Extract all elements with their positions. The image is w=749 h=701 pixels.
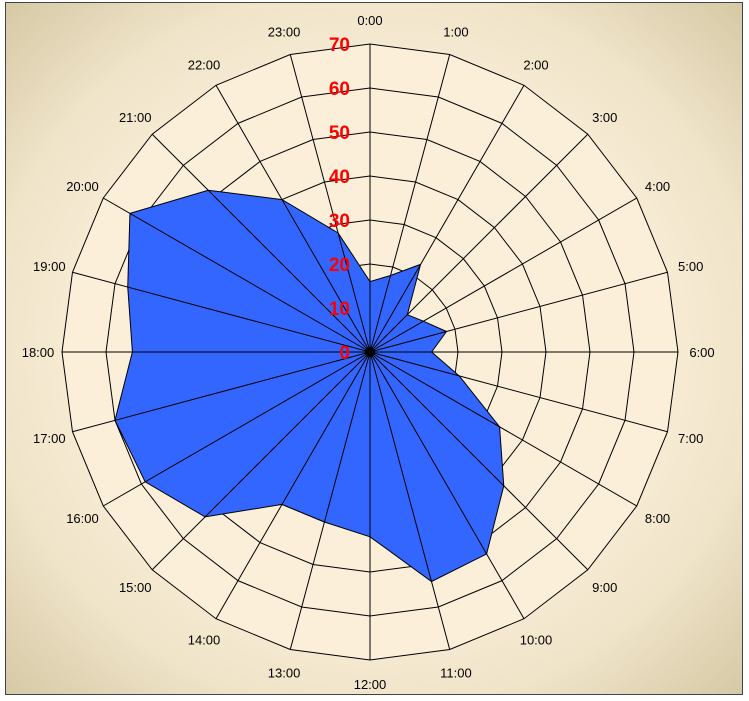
hour-label: 19:00 <box>33 259 66 274</box>
hour-label: 20:00 <box>66 179 99 194</box>
radial-tick-label: 10 <box>329 299 350 320</box>
spoke <box>103 351 371 507</box>
hour-label: 13:00 <box>268 666 301 681</box>
hour-label: 5:00 <box>678 259 703 274</box>
hour-label: 16:00 <box>66 511 99 526</box>
spoke <box>369 54 451 353</box>
hour-label: 8:00 <box>645 511 670 526</box>
spoke <box>369 351 451 650</box>
spoke <box>369 271 668 353</box>
spoke <box>215 85 371 353</box>
hour-label: 3:00 <box>592 110 617 125</box>
radial-tick-label: 40 <box>329 167 350 188</box>
hour-label: 12:00 <box>354 677 387 692</box>
radial-tick-label: 70 <box>329 35 350 56</box>
spoke <box>369 351 589 571</box>
hour-label: 0:00 <box>357 13 382 28</box>
spoke <box>289 54 371 353</box>
spoke <box>72 351 371 433</box>
spokes <box>62 44 678 660</box>
spoke <box>369 85 525 353</box>
hour-label: 18:00 <box>22 345 55 360</box>
hour-label: 4:00 <box>645 179 670 194</box>
radial-tick-labels: 0 10 20 30 40 50 60 70 <box>329 35 350 364</box>
spoke <box>103 197 371 353</box>
radial-tick-label: 0 <box>339 343 350 364</box>
spoke <box>289 351 371 650</box>
hour-label: 11:00 <box>440 666 472 681</box>
spoke <box>369 133 589 353</box>
spoke <box>369 351 637 507</box>
spoke <box>215 351 371 619</box>
spoke <box>369 351 525 619</box>
hour-label: 2:00 <box>523 57 548 72</box>
hour-label: 22:00 <box>188 57 221 72</box>
hour-label: 21:00 <box>119 110 152 125</box>
radial-tick-label: 60 <box>329 79 350 100</box>
hour-label: 23:00 <box>268 24 301 39</box>
radial-tick-label: 50 <box>329 123 350 144</box>
spoke <box>72 271 371 353</box>
radial-tick-label: 30 <box>329 211 350 232</box>
hour-label: 14:00 <box>188 633 221 648</box>
hour-label: 10:00 <box>520 633 553 648</box>
hour-label: 7:00 <box>678 431 703 446</box>
spoke <box>369 351 668 433</box>
hour-label: 17:00 <box>33 431 66 446</box>
center-marker <box>364 346 376 358</box>
hour-label: 9:00 <box>592 580 617 595</box>
spoke <box>151 351 371 571</box>
hour-label: 15:00 <box>119 580 152 595</box>
hour-label: 6:00 <box>689 345 714 360</box>
hour-label: 1:00 <box>443 24 468 39</box>
spoke <box>369 197 637 353</box>
spoke <box>151 133 371 353</box>
radial-tick-label: 20 <box>329 255 350 276</box>
hour-labels: 0:00 1:00 2:00 3:00 4:00 5:00 6:00 7:00 8:00 9:00… <box>22 13 715 692</box>
